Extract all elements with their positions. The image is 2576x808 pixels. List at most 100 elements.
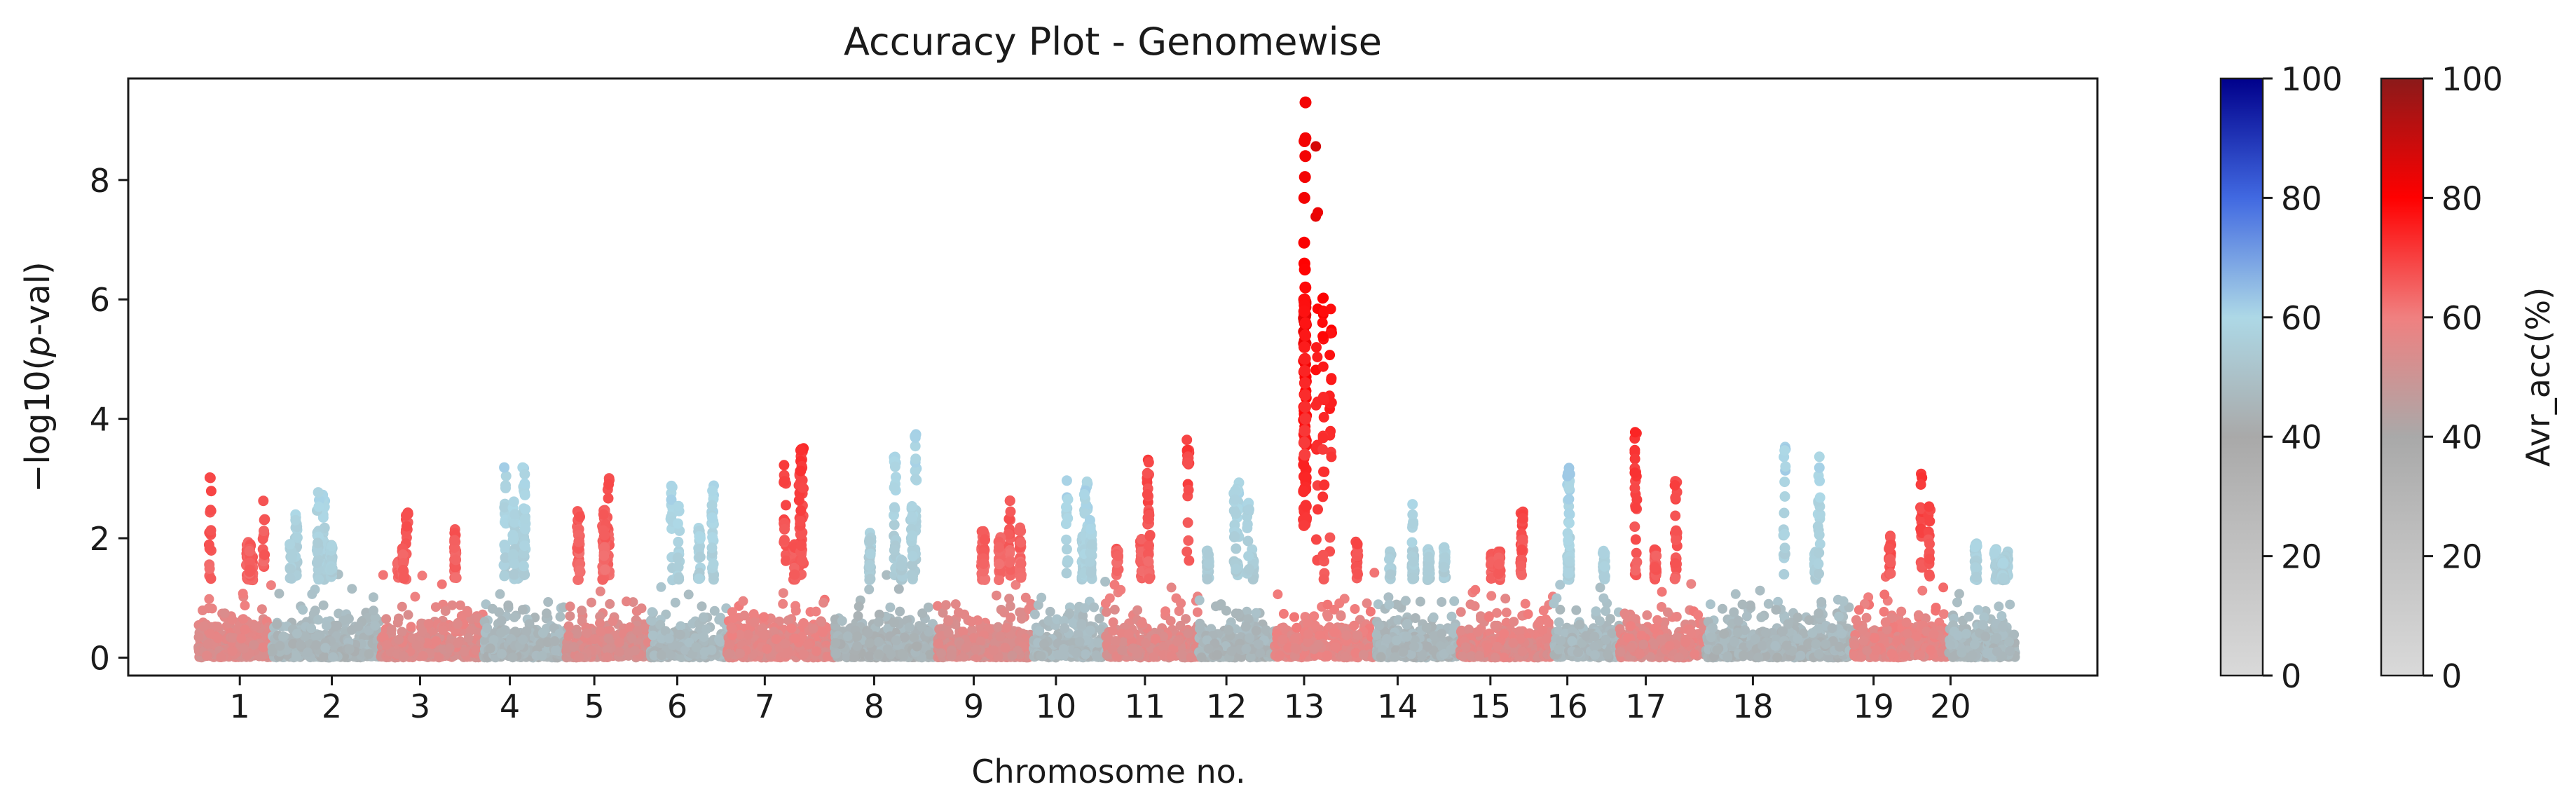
data-point bbox=[307, 589, 317, 599]
data-point bbox=[795, 465, 807, 477]
data-point bbox=[326, 540, 337, 552]
data-point bbox=[895, 606, 905, 617]
data-point bbox=[518, 561, 529, 572]
data-point bbox=[803, 639, 813, 650]
data-point bbox=[537, 650, 547, 661]
data-point bbox=[204, 472, 215, 483]
data-point bbox=[431, 636, 441, 646]
data-point bbox=[205, 629, 216, 639]
data-point bbox=[507, 652, 518, 663]
data-point bbox=[440, 606, 451, 616]
data-point bbox=[296, 640, 306, 650]
data-point bbox=[313, 574, 324, 585]
data-point bbox=[940, 600, 951, 610]
data-point bbox=[1036, 651, 1046, 662]
data-point bbox=[444, 643, 455, 654]
data-point bbox=[364, 649, 374, 659]
data-point bbox=[994, 542, 1004, 553]
data-point bbox=[1089, 602, 1099, 612]
data-point bbox=[509, 568, 520, 580]
data-point bbox=[600, 564, 610, 575]
data-point bbox=[779, 476, 790, 487]
data-point bbox=[1020, 592, 1031, 603]
data-point bbox=[334, 608, 344, 619]
data-point bbox=[675, 629, 685, 640]
data-point bbox=[394, 634, 404, 645]
data-point bbox=[453, 638, 463, 648]
data-point bbox=[811, 646, 822, 657]
data-point bbox=[781, 500, 791, 511]
data-point bbox=[1061, 544, 1072, 555]
data-point bbox=[1004, 594, 1015, 604]
data-point bbox=[672, 518, 683, 529]
data-point bbox=[285, 563, 296, 575]
data-point bbox=[1015, 537, 1027, 548]
data-point bbox=[497, 649, 507, 659]
data-point bbox=[683, 589, 694, 600]
data-point bbox=[259, 549, 270, 560]
data-point bbox=[656, 582, 666, 592]
data-point bbox=[219, 608, 230, 619]
data-point bbox=[889, 519, 900, 530]
data-point bbox=[811, 606, 821, 617]
data-point bbox=[797, 482, 808, 493]
data-point bbox=[603, 479, 614, 490]
data-point bbox=[303, 648, 313, 657]
data-point bbox=[1004, 495, 1015, 506]
data-point bbox=[399, 571, 410, 582]
data-point bbox=[451, 554, 461, 566]
data-point bbox=[830, 638, 841, 648]
data-point bbox=[565, 611, 575, 622]
data-point bbox=[257, 533, 268, 545]
data-point bbox=[343, 613, 354, 624]
data-point bbox=[697, 601, 707, 612]
data-point bbox=[889, 461, 900, 472]
data-point bbox=[1100, 577, 1111, 587]
data-point bbox=[381, 614, 392, 624]
data-point bbox=[292, 532, 303, 543]
data-point bbox=[780, 638, 790, 649]
data-point bbox=[311, 557, 322, 568]
data-point bbox=[537, 628, 548, 638]
data-point bbox=[943, 628, 954, 638]
data-point bbox=[311, 640, 322, 650]
data-point bbox=[708, 559, 719, 570]
data-point bbox=[1084, 556, 1095, 567]
data-point bbox=[509, 509, 521, 520]
data-point bbox=[910, 432, 921, 443]
data-point bbox=[1080, 603, 1090, 613]
data-point bbox=[647, 607, 657, 617]
data-point bbox=[664, 634, 674, 644]
data-point bbox=[381, 640, 392, 650]
data-point bbox=[518, 634, 528, 645]
data-point bbox=[521, 626, 532, 636]
data-point bbox=[694, 531, 706, 542]
data-point bbox=[907, 530, 918, 541]
data-point bbox=[507, 549, 519, 560]
data-point bbox=[1068, 618, 1078, 628]
data-point bbox=[205, 525, 217, 536]
data-point bbox=[1074, 636, 1085, 647]
data-point bbox=[614, 637, 624, 648]
data-point bbox=[403, 610, 413, 620]
data-point bbox=[837, 616, 847, 626]
data-point bbox=[272, 619, 282, 629]
data-point bbox=[706, 512, 718, 523]
data-point bbox=[842, 631, 853, 641]
data-point bbox=[707, 485, 718, 496]
data-point bbox=[595, 586, 605, 596]
data-point bbox=[227, 646, 238, 656]
data-point bbox=[759, 630, 769, 641]
data-point bbox=[786, 623, 797, 634]
data-point bbox=[605, 598, 615, 609]
data-point bbox=[460, 646, 470, 657]
data-point bbox=[891, 635, 901, 645]
data-point bbox=[386, 624, 397, 635]
data-point bbox=[507, 530, 519, 540]
data-point bbox=[864, 559, 875, 570]
data-point bbox=[889, 545, 900, 556]
data-point bbox=[321, 620, 331, 631]
data-point bbox=[285, 539, 296, 550]
data-point bbox=[227, 615, 238, 625]
data-point bbox=[864, 651, 875, 662]
